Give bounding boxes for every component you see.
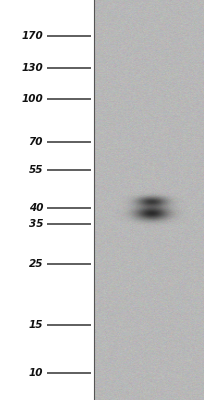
Text: 100: 100	[21, 94, 43, 104]
Text: 25: 25	[29, 259, 43, 269]
Text: 70: 70	[29, 137, 43, 147]
Bar	[0, 0, 94, 400]
Text: 130: 130	[21, 63, 43, 73]
Text: 10: 10	[29, 368, 43, 378]
Text: 170: 170	[21, 31, 43, 41]
Text: 35: 35	[29, 219, 43, 229]
Text: 15: 15	[29, 320, 43, 330]
Text: 55: 55	[29, 165, 43, 175]
Text: 40: 40	[29, 203, 43, 213]
